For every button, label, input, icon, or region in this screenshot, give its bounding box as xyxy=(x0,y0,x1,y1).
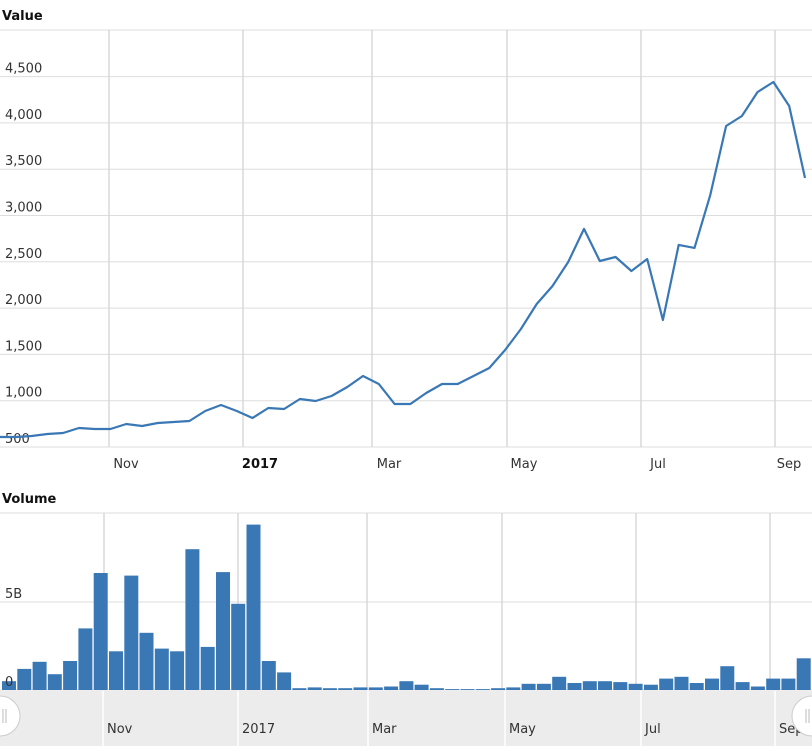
value-x-axis: Nov 2017 Mar May Jul Sep xyxy=(113,457,801,472)
volume-bar xyxy=(735,682,750,690)
volume-bar xyxy=(47,674,62,690)
volume-bar xyxy=(552,676,567,690)
volume-bar xyxy=(139,632,154,690)
volume-bar xyxy=(643,684,658,690)
volume-chart-title: Volume xyxy=(2,492,57,507)
volume-bar xyxy=(445,689,460,690)
volume-bar xyxy=(475,689,490,690)
volume-bar xyxy=(200,646,215,690)
volume-bar xyxy=(720,666,735,690)
volume-bar xyxy=(766,678,781,690)
volume-bar xyxy=(32,661,47,690)
volume-bar xyxy=(384,686,399,690)
volume-bar xyxy=(231,603,246,690)
volume-bar xyxy=(460,689,475,690)
x-tick-label: May xyxy=(511,457,538,472)
x-tick-label: 2017 xyxy=(242,457,278,472)
volume-bar xyxy=(368,687,383,690)
volume-bar xyxy=(93,573,108,690)
navigator-grid xyxy=(102,691,776,746)
x-tick-label: Mar xyxy=(377,457,402,472)
navigator-right-handle[interactable] xyxy=(791,695,812,737)
volume-bar xyxy=(154,648,169,690)
volume-bar xyxy=(124,575,139,690)
y-tick-label: 1,500 xyxy=(5,339,42,354)
volume-bar xyxy=(78,628,93,690)
y-tick-label: 500 xyxy=(5,432,30,447)
volume-bar xyxy=(582,681,597,690)
volume-bar xyxy=(277,672,292,690)
volume-bar xyxy=(491,688,506,690)
volume-bar xyxy=(429,688,444,690)
volume-bar xyxy=(628,683,643,690)
volume-bar xyxy=(659,678,674,690)
volume-bar xyxy=(567,683,582,690)
y-tick-label: 0 xyxy=(5,675,13,690)
volume-bar xyxy=(63,661,78,690)
volume-bar xyxy=(185,549,200,690)
volume-bar xyxy=(689,683,704,690)
navigator-label: 2017 xyxy=(242,722,275,737)
volume-bar xyxy=(674,676,689,690)
navigator-label: Mar xyxy=(372,722,397,737)
navigator-label: Nov xyxy=(107,722,133,737)
navigator-label: Jul xyxy=(644,722,661,737)
volume-bar xyxy=(338,688,353,690)
volume-bar xyxy=(750,686,765,690)
volume-bar xyxy=(216,572,230,690)
x-tick-label: Jul xyxy=(649,457,666,472)
y-tick-label: 4,000 xyxy=(5,108,42,123)
y-tick-label: 5B xyxy=(5,587,22,602)
volume-bar xyxy=(399,681,414,690)
volume-bar xyxy=(796,658,811,690)
navigator-background[interactable] xyxy=(0,691,812,746)
volume-bar xyxy=(536,683,551,690)
value-chart-title: Value xyxy=(2,9,43,24)
volume-bar xyxy=(598,681,612,690)
volume-bar xyxy=(506,687,521,690)
volume-bar xyxy=(414,684,429,690)
x-tick-label: Nov xyxy=(113,457,139,472)
volume-bars xyxy=(2,524,811,690)
volume-bar xyxy=(521,683,536,690)
y-tick-label: 1,000 xyxy=(5,386,42,401)
value-grid xyxy=(0,29,812,448)
volume-bar xyxy=(705,678,719,690)
volume-bar xyxy=(246,524,261,690)
y-tick-label: 2,000 xyxy=(5,293,42,308)
volume-bar xyxy=(307,687,322,690)
y-tick-label: 3,500 xyxy=(5,154,42,169)
volume-bar xyxy=(322,688,337,690)
volume-bar xyxy=(292,688,307,690)
volume-bar xyxy=(781,678,796,690)
y-tick-label: 4,500 xyxy=(5,62,42,77)
navigator-label: May xyxy=(509,722,536,737)
value-y-axis: 500 1,000 1,500 2,000 2,500 3,000 3,500 4,000 4,… xyxy=(5,62,42,447)
navigator-left-handle[interactable] xyxy=(0,695,21,737)
volume-bar xyxy=(17,668,32,690)
volume-bar xyxy=(2,681,16,690)
volume-bar xyxy=(613,682,628,690)
y-tick-label: 3,000 xyxy=(5,201,42,216)
volume-y-axis: 0 5B xyxy=(5,587,22,690)
volume-bar xyxy=(170,651,185,690)
volume-bar xyxy=(261,661,276,690)
x-tick-label: Sep xyxy=(777,457,802,472)
navigator[interactable]: Nov 2017 Mar May Jul Sep xyxy=(0,691,812,746)
value-series-line xyxy=(0,80,807,439)
volume-bar xyxy=(109,651,123,690)
volume-bar xyxy=(353,687,368,690)
y-tick-label: 2,500 xyxy=(5,247,42,262)
navigator-labels: Nov 2017 Mar May Jul Sep xyxy=(107,722,804,737)
